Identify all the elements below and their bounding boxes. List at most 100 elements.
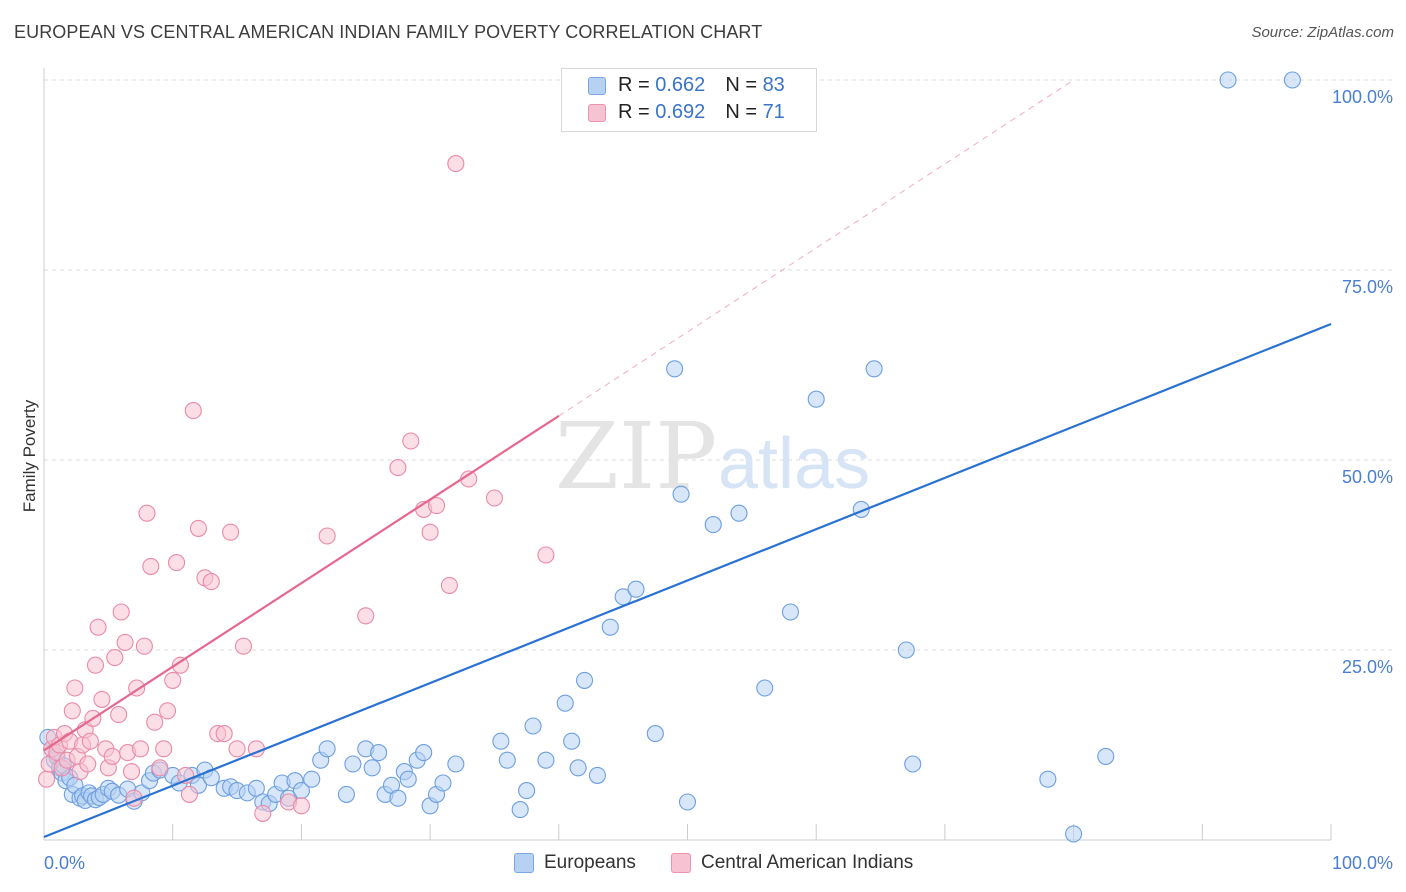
europeans-point [363, 759, 381, 777]
central-american-indians-swatch [588, 103, 606, 122]
central-american-indians-point [292, 797, 310, 815]
europeans-point [399, 770, 417, 788]
legend-label-europeans: Europeans [544, 852, 636, 873]
legend-series: Europeans Central American Indians [0, 852, 1406, 878]
central-american-indians-point [79, 755, 97, 773]
central-american-indians-point [202, 573, 220, 591]
central-american-indians-point [106, 649, 124, 667]
europeans-point [492, 732, 510, 750]
legend-row-central-american-indians: R = 0.692 N = 71 [588, 101, 785, 127]
europeans-point [370, 744, 388, 762]
central-american-indians-point [66, 679, 84, 697]
central-american-indians-point [112, 603, 130, 621]
europeans-legend-swatch [514, 853, 534, 873]
europeans-point [498, 751, 516, 769]
europeans-point [563, 732, 581, 750]
europeans-point [247, 779, 265, 797]
central-american-indians-point [63, 702, 81, 720]
europeans-point [627, 580, 645, 598]
europeans-point [524, 717, 542, 735]
central-american-indians-legend-swatch [671, 853, 691, 873]
n-label: N = [725, 101, 763, 124]
central-american-indians-point [86, 656, 105, 674]
central-american-indians-point [318, 527, 336, 545]
europeans-point [537, 751, 555, 769]
europeans-point [897, 641, 915, 659]
central-american-indians-point [184, 402, 202, 420]
europeans-point [344, 755, 362, 773]
y-tick-label: 50.0% [1342, 467, 1393, 487]
europeans-point [666, 360, 684, 378]
central-american-indians-point [122, 763, 141, 781]
central-american-indians-trend-line [43, 414, 560, 752]
central-american-indians-point [159, 702, 177, 720]
central-american-indians-point [89, 618, 107, 636]
legend-stats: R = 0.662 N = 83 R = 0.692 N = 71 [561, 68, 817, 132]
europeans-point [1283, 71, 1301, 89]
europeans-point [1219, 71, 1237, 89]
europeans-swatch [588, 76, 606, 95]
central-american-indians-point [164, 671, 182, 689]
europeans-trend-line [43, 322, 1332, 838]
europeans-point [865, 360, 883, 378]
central-american-indians-point [135, 637, 153, 655]
europeans-point [415, 744, 433, 762]
europeans-point [672, 485, 690, 503]
europeans-point [556, 694, 574, 712]
x-tick-label: 100.0% [1332, 853, 1393, 873]
y-tick-label: 25.0% [1342, 657, 1393, 677]
europeans-point [756, 679, 774, 697]
europeans-point [569, 759, 587, 777]
central-american-indians-point [402, 432, 420, 450]
y-tick-label: 100.0% [1332, 87, 1393, 107]
central-american-indians-point [180, 785, 198, 803]
europeans-point [318, 740, 336, 758]
europeans-point [614, 588, 632, 606]
europeans-point [389, 789, 407, 807]
central-american-indians-point [81, 732, 99, 750]
watermark-atlas: atlas [718, 424, 870, 504]
europeans-point [730, 504, 748, 522]
central-american-indians-point [485, 489, 504, 507]
central-american-indians-point [215, 725, 233, 743]
europeans-point [588, 766, 606, 784]
n-value: 71 [762, 101, 785, 124]
europeans-point [601, 618, 619, 636]
grid-lines [44, 79, 1394, 651]
legend-row-europeans: R = 0.662 N = 83 [588, 74, 785, 100]
central-american-indians-trend-extension [558, 79, 1074, 417]
central-american-indians-point [254, 804, 272, 822]
y-tick-label: 75.0% [1342, 277, 1393, 297]
central-american-indians-point [151, 759, 169, 777]
europeans-point [337, 785, 355, 803]
central-american-indians-points [38, 155, 555, 822]
x-tick-label: 0.0% [44, 853, 85, 873]
r-label: R = [618, 74, 656, 97]
europeans-point [1039, 770, 1057, 788]
central-american-indians-point [537, 546, 555, 564]
europeans-point [575, 671, 594, 689]
legend-label-central-american-indians: Central American Indians [701, 852, 914, 873]
europeans-point [678, 793, 697, 811]
central-american-indians-point [421, 523, 439, 541]
central-american-indians-point [146, 713, 164, 731]
legend-item-central-american-indians[interactable]: Central American Indians [671, 852, 913, 874]
europeans-point [303, 770, 321, 788]
legend-item-europeans[interactable]: Europeans [514, 852, 636, 874]
central-american-indians-point [447, 155, 465, 173]
trend-lines [43, 79, 1332, 838]
tick-labels: 100.0% 75.0% 50.0% 25.0% 0.0% 100.0% [44, 87, 1393, 873]
central-american-indians-point [228, 740, 246, 758]
europeans-point [447, 755, 465, 773]
axes [43, 68, 1332, 841]
watermark: ZIP atlas [555, 403, 870, 510]
europeans-point [511, 801, 529, 819]
europeans-point [1097, 747, 1115, 765]
europeans-point [781, 603, 800, 621]
r-value: 0.662 [655, 74, 706, 97]
source-label: Source: ZipAtlas.com [1251, 24, 1394, 41]
europeans-point [1065, 825, 1083, 843]
central-american-indians-point [189, 519, 207, 537]
central-american-indians-point [38, 770, 56, 788]
